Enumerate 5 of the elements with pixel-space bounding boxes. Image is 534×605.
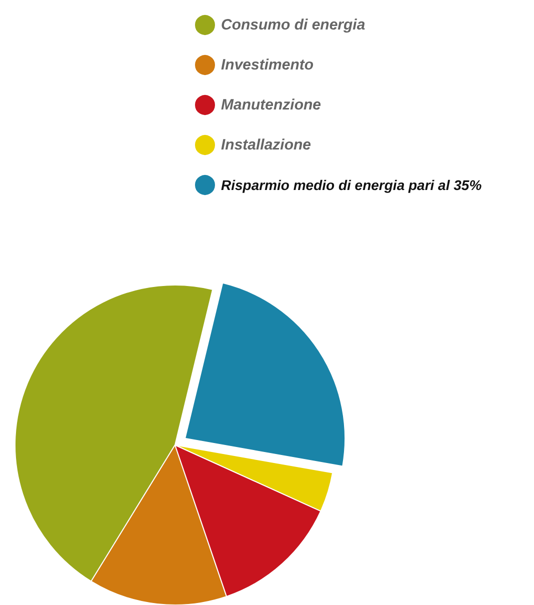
legend-label: Installazione [221, 136, 312, 154]
legend-label: Risparmio medio di energia pari al 35% [221, 177, 482, 193]
legend-label: Investimento [221, 56, 314, 74]
legend-label: Consumo di energia [221, 16, 366, 34]
legend-label: Manutenzione [221, 96, 321, 114]
